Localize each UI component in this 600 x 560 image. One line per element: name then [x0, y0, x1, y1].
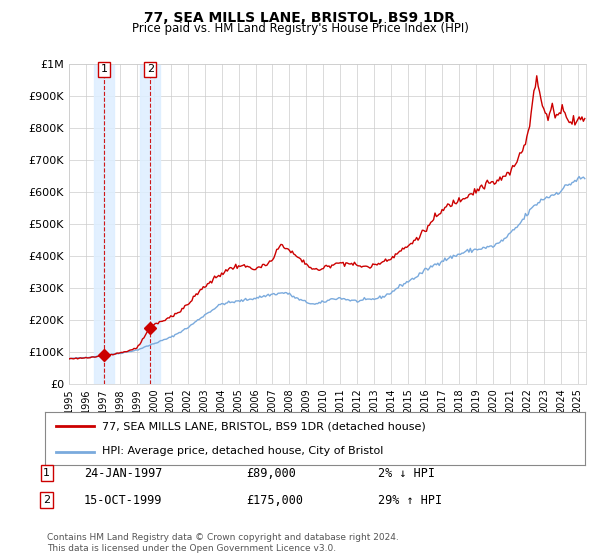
- Text: 2: 2: [146, 64, 154, 74]
- Text: 1: 1: [101, 64, 107, 74]
- Text: 29% ↑ HPI: 29% ↑ HPI: [378, 493, 442, 507]
- Text: 24-JAN-1997: 24-JAN-1997: [84, 466, 163, 480]
- Bar: [94, 64, 114, 384]
- Text: 2: 2: [43, 495, 50, 505]
- Text: £175,000: £175,000: [246, 493, 303, 507]
- Text: 77, SEA MILLS LANE, BRISTOL, BS9 1DR: 77, SEA MILLS LANE, BRISTOL, BS9 1DR: [145, 11, 455, 25]
- Bar: [140, 64, 160, 384]
- Text: £89,000: £89,000: [246, 466, 296, 480]
- Text: Contains HM Land Registry data © Crown copyright and database right 2024.
This d: Contains HM Land Registry data © Crown c…: [47, 533, 398, 553]
- Text: Price paid vs. HM Land Registry's House Price Index (HPI): Price paid vs. HM Land Registry's House …: [131, 22, 469, 35]
- Text: 77, SEA MILLS LANE, BRISTOL, BS9 1DR (detached house): 77, SEA MILLS LANE, BRISTOL, BS9 1DR (de…: [101, 422, 425, 432]
- Text: 15-OCT-1999: 15-OCT-1999: [84, 493, 163, 507]
- Text: 2% ↓ HPI: 2% ↓ HPI: [378, 466, 435, 480]
- Text: 1: 1: [43, 468, 50, 478]
- Text: HPI: Average price, detached house, City of Bristol: HPI: Average price, detached house, City…: [101, 446, 383, 456]
